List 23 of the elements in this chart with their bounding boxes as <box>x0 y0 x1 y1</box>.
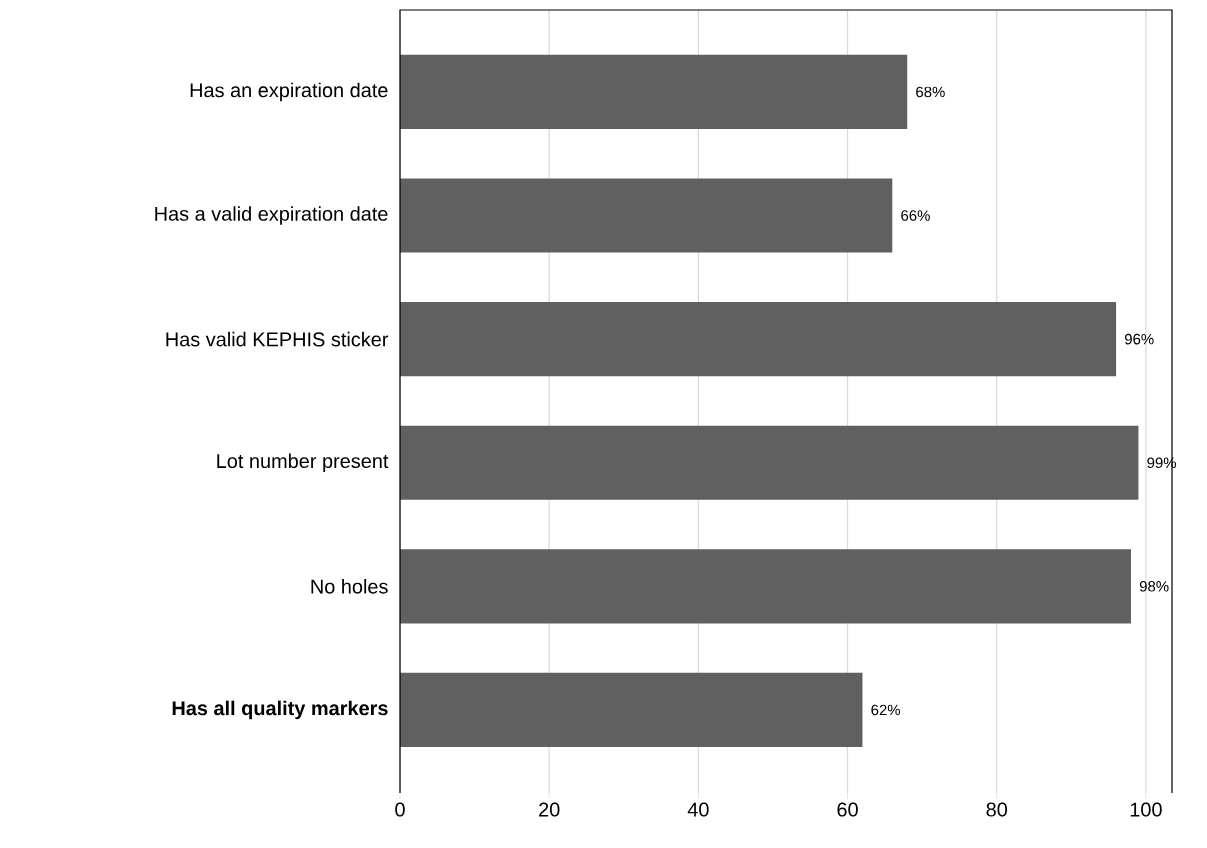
y-tick-label: Has a valid expiration date <box>155 206 388 225</box>
x-tick-label: 80 <box>986 802 1008 817</box>
y-tick-label: No holes <box>311 579 388 594</box>
x-tick-label: 20 <box>539 802 560 817</box>
bar <box>400 425 1139 500</box>
y-tick-label: Has an expiration date <box>190 82 388 102</box>
y-tick-label: Has valid KEPHIS sticker <box>166 331 389 347</box>
x-tick-label: 60 <box>837 802 858 817</box>
y-tick-label: Has all quality markers <box>172 700 388 720</box>
data-label: 66% <box>901 210 930 221</box>
x-tick-label: 0 <box>395 802 405 817</box>
bar <box>400 549 1131 624</box>
bar <box>400 302 1117 377</box>
data-label: 68% <box>916 86 945 98</box>
bar <box>400 54 908 130</box>
y-tick-label: Lot number present <box>217 453 389 473</box>
bar <box>400 672 863 748</box>
data-label: 62% <box>871 704 901 716</box>
x-tick-label: 40 <box>687 802 709 817</box>
x-tick-label: 100 <box>1130 802 1162 817</box>
bar <box>400 178 893 253</box>
data-label: 98% <box>1139 581 1169 592</box>
data-label: 96% <box>1124 333 1154 345</box>
